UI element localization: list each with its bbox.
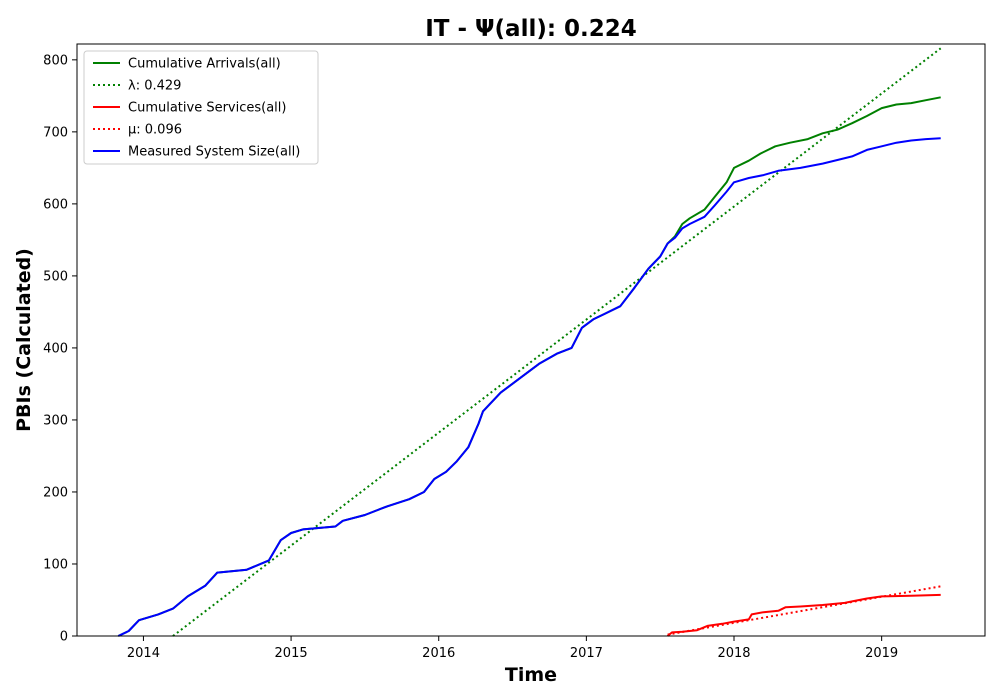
x-axis-label: Time [505, 664, 557, 686]
y-tick-label: 100 [43, 557, 68, 572]
legend-box [83, 50, 319, 165]
y-tick-label: 400 [43, 341, 68, 356]
y-tick-label: 800 [43, 53, 68, 68]
plot-frame [76, 43, 986, 637]
legend-label: λ: 0.429 [128, 79, 181, 94]
series-line-0 [117, 96, 941, 637]
y-axis-label: PBIs (Calculated) [13, 248, 35, 432]
chart-title: IT - Ψ(all): 0.224 [425, 16, 637, 42]
y-tick-label: 500 [43, 269, 68, 284]
x-axis: 2014 2015 2016 2017 2018 2019 [127, 636, 898, 661]
y-tick-label: 0 [60, 630, 68, 645]
series-line-1 [172, 47, 942, 637]
legend-label: Cumulative Arrivals(all) [128, 57, 281, 72]
legend-label: Measured System Size(all) [128, 145, 300, 160]
y-tick-label: 700 [43, 125, 68, 140]
x-tick-label: 2016 [422, 646, 455, 661]
series-line-3 [667, 585, 941, 636]
series-line-2 [666, 593, 941, 637]
legend-label: Cumulative Services(all) [128, 101, 286, 116]
legend: Cumulative Arrivals(all) λ: 0.429 Cumulati… [83, 50, 319, 165]
x-tick-label: 2014 [127, 646, 160, 661]
legend-label: μ: 0.096 [128, 123, 182, 138]
y-axis: 0 100 200 300 400 500 600 700 800 [43, 53, 77, 645]
x-tick-label: 2017 [570, 646, 603, 661]
series-layer [117, 47, 942, 637]
x-tick-label: 2018 [717, 646, 750, 661]
series-line-4 [117, 137, 941, 637]
y-tick-label: 200 [43, 485, 68, 500]
y-tick-label: 300 [43, 413, 68, 428]
y-tick-label: 600 [43, 197, 68, 212]
x-tick-label: 2015 [275, 646, 308, 661]
x-tick-label: 2019 [865, 646, 898, 661]
